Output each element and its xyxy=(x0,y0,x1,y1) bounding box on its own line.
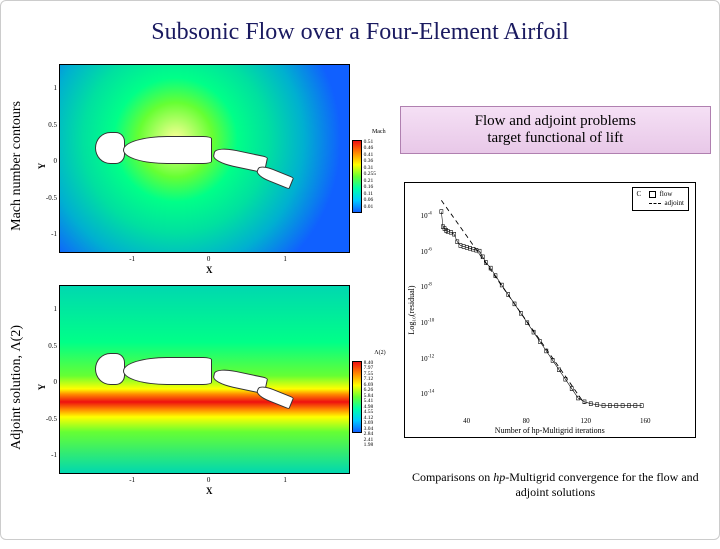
airfoil-shape xyxy=(123,357,212,385)
page-title: Subsonic Flow over a Four-Element Airfoi… xyxy=(1,19,719,46)
colorbar-label: 0.01 xyxy=(364,205,376,211)
conv-y-tick: 10-8 xyxy=(421,283,432,291)
left-column: Mach number contours Y -1 -0.5 0 0.5 1 -1 0 1 X Mac… xyxy=(9,56,390,516)
y-tick: 1 xyxy=(54,84,58,92)
convergence-chart: Log₁₀(residual) Number of hp-Multigrid i… xyxy=(404,182,696,438)
right-column: Flow and adjoint problems target functio… xyxy=(390,56,711,516)
conv-svg xyxy=(435,189,689,415)
y-tick: -1 xyxy=(51,230,57,238)
y-tick: 0.5 xyxy=(48,121,57,129)
conv-y-tick: 10-4 xyxy=(421,212,432,220)
conv-x-tick: 120 xyxy=(580,417,591,425)
conv-x-tick: 80 xyxy=(523,417,530,425)
y-tick: 0 xyxy=(54,157,58,165)
y-tick: -0.5 xyxy=(46,194,57,202)
colorbar: 8.407.977.557.126.696.265.845.414.984.55… xyxy=(352,361,386,432)
x-tick: -1 xyxy=(129,476,135,484)
y-tick: -1 xyxy=(51,451,57,459)
caption-pre: Comparisons on xyxy=(412,470,493,484)
conv-y-tick: 10-14 xyxy=(421,390,435,398)
airfoil-shape xyxy=(95,132,126,164)
info-line-1: Flow and adjoint problems xyxy=(405,113,706,130)
conv-x-tick: 40 xyxy=(463,417,470,425)
y-tick: 1 xyxy=(54,305,58,313)
contour-block-0: Mach number contours Y -1 -0.5 0 0.5 1 -1 0 1 X Mac… xyxy=(9,56,390,277)
contour-plot-1: Y -1 -0.5 0 0.5 1 -1 0 1 X Λ(2)8.407.977.557.126.6… xyxy=(29,277,390,498)
x-axis-title: X xyxy=(206,265,213,275)
y-tick: 0 xyxy=(54,378,58,386)
content-area: Mach number contours Y -1 -0.5 0 0.5 1 -1 0 1 X Mac… xyxy=(1,56,719,516)
conv-x-tick: 160 xyxy=(640,417,651,425)
airfoil-shape xyxy=(95,353,126,385)
caption-post: -Multigrid convergence for the flow and … xyxy=(505,470,698,499)
conv-y-tick: 10-10 xyxy=(421,319,435,327)
info-line-2: target functional of lift xyxy=(405,130,706,147)
x-tick: 1 xyxy=(283,255,287,263)
y-tick: -0.5 xyxy=(46,415,57,423)
conv-y-tick: 10-6 xyxy=(421,247,432,255)
conv-x-axis-label: Number of hp-Multigrid iterations xyxy=(495,426,605,435)
convergence-caption: Comparisons on hp-Multigrid convergence … xyxy=(408,470,703,500)
colorbar-strip xyxy=(352,140,362,213)
contour-canvas xyxy=(59,64,350,253)
flow-series-line xyxy=(441,212,641,406)
y-tick: 0.5 xyxy=(48,342,57,350)
caption-italic: hp xyxy=(493,470,505,484)
x-tick: 0 xyxy=(207,476,211,484)
contour-canvas xyxy=(59,285,350,474)
y-axis-title: Y xyxy=(37,163,47,170)
side-label-0: Mach number contours xyxy=(9,101,25,231)
conv-y-axis-label: Log₁₀(residual) xyxy=(407,285,416,334)
contour-plot-0: Y -1 -0.5 0 0.5 1 -1 0 1 X Mach 0.510.460.410.360.3… xyxy=(29,56,390,277)
colorbar-title: Λ(2) xyxy=(374,350,385,356)
colorbar-labels: 8.407.977.557.126.696.265.845.414.984.55… xyxy=(362,361,374,432)
info-callout: Flow and adjoint problems target functio… xyxy=(400,106,711,154)
y-axis-title: Y xyxy=(37,384,47,391)
airfoil-shape xyxy=(123,136,212,164)
x-tick: 0 xyxy=(207,255,211,263)
colorbar-label: 1.98 xyxy=(364,443,374,449)
contour-block-1: Adjoint solution, Λ(2) Y -1 -0.5 0 0.5 1 -1 0 1 X Λ… xyxy=(9,277,390,498)
colorbar-labels: 0.510.460.410.360.310.2550.210.160.110.0… xyxy=(362,140,376,211)
colorbar: 0.510.460.410.360.310.2550.210.160.110.0… xyxy=(352,140,386,211)
side-label-1: Adjoint solution, Λ(2) xyxy=(9,325,25,450)
x-tick: -1 xyxy=(129,255,135,263)
x-tick: 1 xyxy=(283,476,287,484)
colorbar-strip xyxy=(352,361,362,434)
x-axis-title: X xyxy=(206,486,213,496)
conv-y-tick: 10-12 xyxy=(421,354,435,362)
slide-root: Subsonic Flow over a Four-Element Airfoi… xyxy=(1,1,719,549)
colorbar-title: Mach xyxy=(372,129,386,135)
